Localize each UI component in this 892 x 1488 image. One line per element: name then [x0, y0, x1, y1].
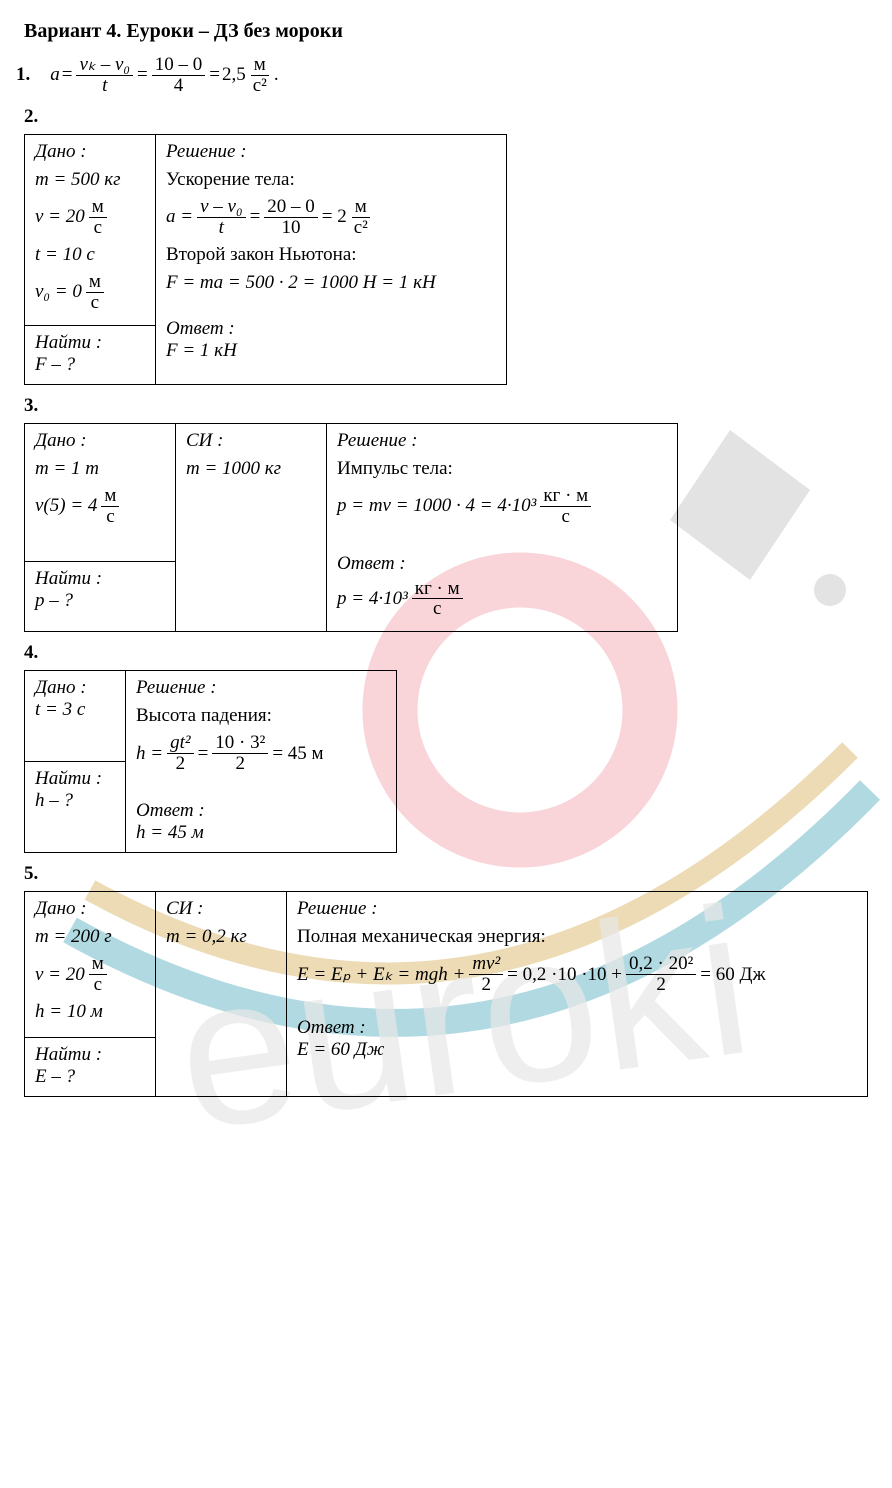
problem-num-2: 2.: [24, 106, 876, 128]
naiti-label: Найти :: [35, 332, 145, 354]
problem-3-table: Дано : m = 1 т v(5) = 4 мс СИ : m = 1000…: [24, 423, 678, 633]
reshenie-label: Решение :: [166, 141, 496, 163]
problem-num-5: 5.: [24, 863, 876, 885]
problem-4-table: Дано : t = 3 с Решение : Высота падения:…: [24, 670, 397, 853]
page-title: Вариант 4. Еуроки – ДЗ без мороки: [24, 20, 876, 43]
problem-num-1: 1.: [16, 64, 30, 86]
problem-1: 1. a = vₖ – v₀t = 10 – 04 = 2,5 мс² .: [16, 55, 876, 96]
dano-label: Дано :: [35, 141, 145, 163]
si-label: СИ :: [186, 430, 316, 452]
problem-num-4: 4.: [24, 642, 876, 664]
problem-2-table: Дано : m = 500 кг v = 20 мс t = 10 с v₀ …: [24, 134, 507, 385]
problem-num-3: 3.: [24, 395, 876, 417]
otvet-label: Ответ :: [166, 318, 496, 340]
problem-5-table: Дано : m = 200 г v = 20 мс h = 10 м СИ :…: [24, 891, 868, 1097]
